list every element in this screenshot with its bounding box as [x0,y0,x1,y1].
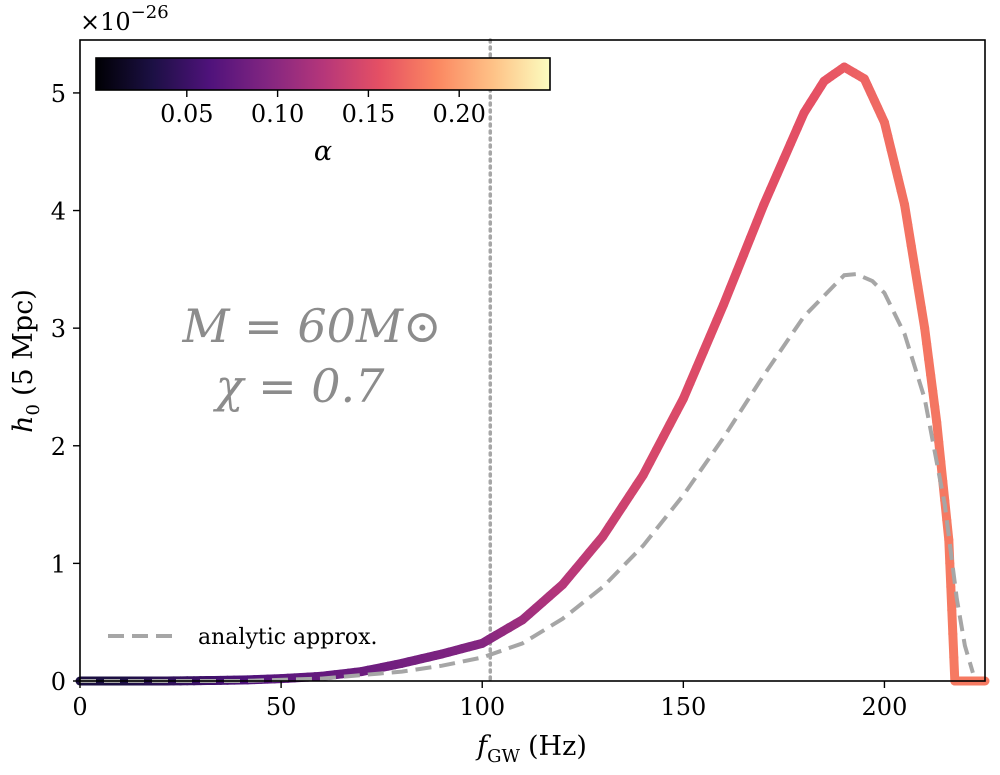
legend-label: analytic approx. [198,625,378,650]
plot-frame [79,39,986,682]
colorbar-tick-label: 0.20 [432,100,485,128]
x-tick-label: 200 [862,693,908,721]
x-axis-label: fGW (Hz) [475,731,587,767]
colorbar: 0.05 0.10 0.15 0.20 α [95,57,551,167]
y-multiplier: ×10−26 [80,2,169,36]
y-axis-label: h0 (5 Mpc) [8,289,44,433]
y-tick-label: 3 [51,315,66,343]
legend: analytic approx. [108,625,378,650]
x-tick-label: 0 [72,693,87,721]
y-tick-label: 2 [51,433,66,461]
analytic-approx-series [80,272,975,683]
x-tick-label: 50 [266,693,297,721]
x-tick-label: 100 [459,693,505,721]
y-axis-label-main: h [8,415,39,432]
colorbar-tick-label: 0.10 [251,100,304,128]
annotation-mass: M = 60M⊙ [181,299,441,353]
annotation-spin: χ = 0.7 [213,359,386,413]
colorbar-tick-label: 0.05 [160,100,213,128]
colorbar-gradient [95,57,551,91]
y-tick-label: 1 [51,550,66,578]
y-axis-label-sub: 0 [23,404,44,415]
colorbar-ticks: 0.05 0.10 0.15 0.20 [160,90,486,128]
y-axis-label-unit: (5 Mpc) [8,289,39,396]
colorbar-label: α [314,136,332,167]
y-multiplier-base: ×10 [80,8,131,36]
y-tick-label: 0 [51,668,66,696]
y-tick-label: 4 [51,198,66,226]
x-axis-label-main: f [475,731,491,762]
x-tick-label: 150 [660,693,706,721]
y-tick-label: 5 [51,80,66,108]
x-axis-label-sub: GW [487,746,520,767]
x-axis-label-unit: (Hz) [528,731,587,762]
y-axis-ticks: 0 1 2 3 4 5 [51,80,80,696]
plot-area [80,40,985,681]
x-axis-ticks: 0 50 100 150 200 [72,681,907,721]
y-multiplier-exponent: −26 [131,2,169,23]
colorbar-tick-label: 0.15 [342,100,395,128]
